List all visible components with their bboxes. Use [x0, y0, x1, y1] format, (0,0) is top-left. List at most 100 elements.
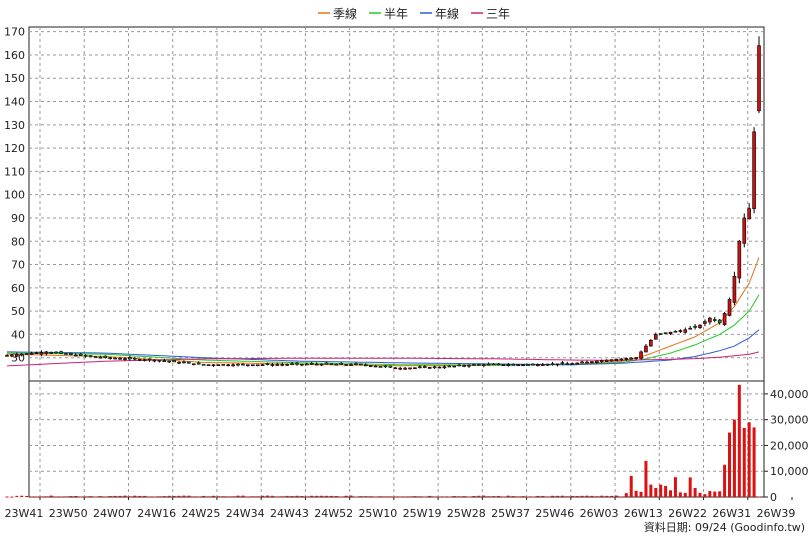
candle-down — [69, 353, 73, 355]
volume-bar — [497, 495, 501, 497]
volume-bar — [737, 384, 741, 497]
candle-down — [378, 366, 383, 368]
price-tick-label: 60 — [11, 282, 25, 295]
volume-bar — [610, 495, 614, 497]
candle-up — [501, 364, 506, 366]
candle-down — [187, 361, 191, 364]
candle-down — [673, 330, 678, 333]
volume-bar — [197, 496, 201, 498]
candle-up — [747, 208, 751, 220]
candle-down — [147, 358, 152, 361]
candle-up — [250, 364, 255, 367]
candle-up — [5, 355, 9, 357]
candle-down — [712, 319, 717, 321]
x-tick-label: 25W19 — [403, 507, 442, 520]
candle-up — [703, 321, 707, 324]
x-tick-label: 24W25 — [182, 507, 221, 520]
volume-bar — [265, 495, 269, 497]
volume-bar — [369, 496, 373, 498]
candle-down — [717, 319, 722, 324]
x-tick-label: 25W37 — [491, 507, 530, 520]
volume-bar — [718, 491, 722, 497]
candle-down — [201, 363, 206, 366]
volume-bar — [678, 492, 682, 497]
volume-bar — [536, 495, 540, 497]
candle-up — [427, 367, 432, 369]
x-tick-label: 26W03 — [580, 507, 619, 520]
candle-up — [590, 361, 594, 363]
x-tick-label: 26W31 — [712, 507, 751, 520]
candle-down — [418, 366, 422, 369]
candle-down — [363, 364, 368, 367]
moving-average-lines — [6, 257, 760, 367]
volume-bar — [93, 496, 97, 498]
candle-up — [314, 363, 319, 366]
volume-bar — [403, 496, 407, 498]
legend-label-1: 半年 — [384, 7, 408, 21]
candle-down — [526, 364, 530, 366]
volume-bar — [624, 493, 628, 497]
volume-bar — [428, 495, 432, 497]
x-tick-label: 23W50 — [49, 507, 88, 520]
price-tick-label: 120 — [4, 142, 25, 155]
candle-down — [305, 363, 309, 366]
candle-down — [265, 363, 270, 366]
candle-up — [506, 364, 511, 366]
volume-bar — [89, 496, 93, 498]
volume-bar — [605, 495, 609, 497]
candle-down — [54, 351, 58, 354]
candle-down — [486, 363, 491, 366]
price-panel-frame — [28, 26, 765, 382]
candle-down — [383, 365, 388, 368]
volume-bar — [315, 495, 319, 497]
candle-down — [113, 357, 117, 360]
volume-bar — [329, 495, 333, 497]
candle-up — [270, 364, 275, 366]
candle-down — [565, 363, 570, 365]
grid — [29, 27, 764, 497]
volume-bar — [595, 496, 599, 498]
candle-down — [172, 360, 176, 363]
x-tick-label: 24W43 — [270, 507, 309, 520]
candle-up — [191, 363, 196, 366]
x-tick-label: 24W34 — [226, 507, 265, 520]
volume-bar — [742, 427, 746, 497]
candle-down — [354, 363, 358, 365]
volume-bar — [261, 495, 265, 497]
volume-bar — [590, 495, 594, 497]
candle-up — [604, 359, 609, 362]
candle-up — [373, 365, 378, 368]
candle-up — [599, 360, 604, 362]
volume-axis: 0 10,000 20,000 30,000 40,000 — [764, 388, 808, 504]
candle-up — [585, 361, 589, 364]
candle-down — [167, 360, 171, 363]
volume-bar — [551, 495, 555, 497]
candle-up — [742, 217, 747, 244]
volume-tick-label: 10,000 — [770, 465, 808, 478]
volume-bar — [408, 496, 412, 498]
candle-up — [285, 364, 289, 366]
volume-bar — [216, 496, 220, 498]
candle-up — [408, 367, 412, 370]
x-tick-label: 24W52 — [314, 507, 353, 520]
volume-bar — [118, 495, 122, 497]
candle-down — [422, 366, 427, 368]
volume-bar — [492, 496, 496, 498]
candle-down — [658, 333, 663, 335]
volume-bar — [84, 496, 88, 498]
volume-bar — [482, 495, 486, 497]
volume-bar — [614, 495, 618, 497]
candle-up — [211, 364, 216, 366]
candle-up — [246, 364, 250, 366]
candle-down — [78, 353, 83, 356]
volume-bar — [713, 491, 717, 497]
candle-up — [727, 299, 732, 316]
x-tick-label: 25W46 — [535, 507, 574, 520]
candle-up — [177, 362, 181, 364]
volume-bar — [251, 496, 255, 498]
price-tick-label: 100 — [4, 189, 25, 202]
candle-down — [629, 357, 634, 360]
candle-down — [388, 365, 393, 368]
volume-bar — [673, 477, 677, 497]
volume-bar — [555, 495, 559, 497]
